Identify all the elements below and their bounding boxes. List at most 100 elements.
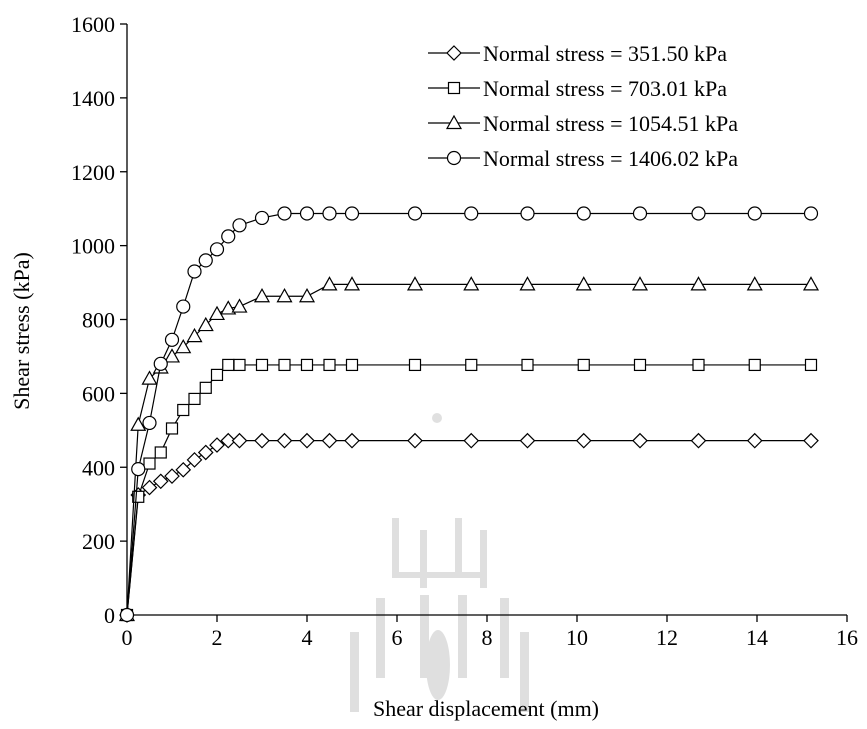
y-tick-label: 200	[82, 529, 115, 554]
data-point-diamond	[175, 461, 192, 478]
y-tick-label: 1600	[71, 12, 115, 37]
data-point-diamond	[209, 437, 225, 453]
data-point-square	[408, 358, 422, 372]
watermark-figure	[426, 630, 450, 700]
data-point-diamond	[299, 432, 315, 449]
data-point-square	[199, 381, 212, 394]
data-point-triangle	[802, 276, 820, 291]
x-tick-label: 16	[836, 625, 858, 650]
series-circle	[119, 206, 819, 623]
data-point-square	[177, 403, 190, 417]
data-point-triangle	[463, 276, 480, 291]
data-point-triangle	[746, 276, 763, 291]
legend-item: Normal stress = 351.50 kPa	[428, 41, 727, 66]
legend: Normal stress = 351.50 kPa Normal stress …	[428, 41, 738, 171]
legend-marker-square	[447, 81, 461, 95]
data-point-diamond	[575, 432, 592, 449]
y-tick-label: 1200	[71, 160, 115, 185]
watermark-shape	[376, 598, 385, 678]
data-point-diamond	[746, 432, 763, 449]
watermark-logo	[350, 413, 529, 712]
x-axis-title: Shear displacement (mm)	[373, 696, 599, 721]
data-point-triangle	[631, 276, 649, 291]
data-point-square	[165, 422, 179, 435]
data-point-circle	[176, 299, 191, 314]
y-tick-label: 1000	[71, 234, 115, 259]
watermark-shape	[432, 413, 442, 423]
data-point-circle	[232, 218, 247, 233]
data-point-square	[255, 358, 269, 372]
x-tick-label: 14	[746, 625, 768, 650]
data-point-circle	[407, 206, 423, 221]
data-point-square	[692, 358, 705, 372]
data-point-triangle	[163, 348, 181, 363]
data-point-triangle	[231, 298, 248, 313]
legend-label: Normal stress = 1406.02 kPa	[483, 146, 738, 171]
data-point-square	[804, 358, 818, 372]
data-point-circle	[209, 242, 225, 257]
data-point-triangle	[220, 300, 237, 315]
legend-item: Normal stress = 1054.51 kPa	[428, 111, 738, 136]
data-point-triangle	[321, 276, 338, 291]
legend-item: Normal stress = 1406.02 kPa	[428, 146, 738, 171]
data-point-square	[222, 358, 235, 372]
data-point-diamond	[344, 432, 360, 449]
data-point-diamond	[803, 432, 819, 449]
data-point-diamond	[690, 432, 707, 449]
data-point-triangle	[298, 288, 316, 303]
data-point-circle	[803, 206, 819, 221]
data-point-diamond	[141, 479, 158, 496]
data-point-circle	[277, 206, 292, 221]
data-point-circle	[299, 206, 315, 221]
data-point-triangle	[186, 327, 203, 343]
data-point-circle	[187, 264, 202, 279]
watermark-shape	[458, 595, 467, 678]
data-point-circle	[221, 229, 236, 244]
watermark-shape	[392, 518, 399, 578]
data-point-circle	[198, 253, 213, 268]
watermark-shape	[420, 530, 427, 588]
data-point-circle	[164, 332, 180, 347]
y-tick-label: 400	[82, 455, 115, 480]
data-point-circle	[344, 206, 360, 221]
watermark-shape	[455, 518, 462, 578]
data-point-square	[154, 446, 167, 459]
data-point-diamond	[186, 452, 203, 468]
y-tick-label: 0	[104, 603, 115, 628]
y-tick-label: 600	[82, 381, 115, 406]
data-point-diamond	[220, 432, 237, 449]
data-point-square	[577, 358, 590, 372]
data-point-square	[210, 368, 224, 382]
x-tick-label: 8	[482, 625, 493, 650]
data-point-triangle	[343, 276, 361, 291]
data-point-circle	[119, 607, 135, 623]
legend-marker-triangle	[445, 114, 463, 130]
data-point-circle	[520, 206, 535, 221]
data-point-triangle	[575, 276, 592, 291]
x-tick-label: 2	[212, 625, 223, 650]
data-point-triangle	[141, 370, 158, 385]
legend-label: Normal stress = 1054.51 kPa	[483, 111, 738, 136]
data-point-diamond	[231, 432, 248, 449]
data-point-diamond	[276, 432, 293, 449]
data-point-circle	[322, 206, 337, 221]
y-axis-title: Shear stress (kPa)	[9, 252, 34, 410]
data-point-square	[143, 457, 156, 470]
data-point-triangle	[208, 305, 226, 321]
data-point-square	[748, 358, 761, 372]
watermark-shape	[395, 572, 485, 578]
data-point-square	[521, 358, 534, 372]
data-point-circle	[254, 210, 270, 226]
data-point-circle	[142, 415, 157, 431]
data-point-square	[345, 358, 359, 372]
data-point-triangle	[519, 276, 536, 291]
data-point-triangle	[197, 316, 214, 332]
series-square	[120, 358, 818, 622]
legend-label: Normal stress = 703.01 kPa	[483, 76, 727, 101]
data-point-square	[188, 392, 201, 406]
y-tick-label: 800	[82, 308, 115, 333]
legend-label: Normal stress = 351.50 kPa	[483, 41, 727, 66]
data-point-triangle	[130, 416, 147, 431]
watermark-shape	[350, 632, 359, 712]
